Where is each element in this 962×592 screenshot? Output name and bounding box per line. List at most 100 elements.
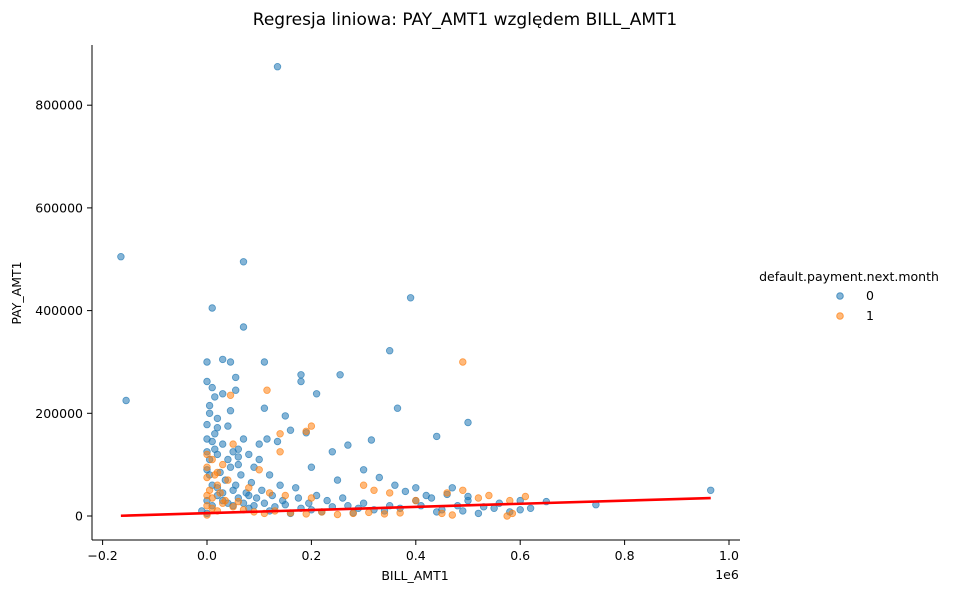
- plot-area: [117, 62, 715, 520]
- point-series-0-43: [375, 473, 383, 482]
- point-series-0-143: [464, 492, 472, 501]
- point-series-0-47: [448, 484, 456, 492]
- point-series-0-46: [412, 484, 420, 492]
- point-series-0-4: [208, 304, 216, 312]
- point-series-1-1: [263, 386, 271, 394]
- point-series-0-11: [260, 358, 269, 366]
- point-series-0-128: [250, 502, 258, 510]
- legend: default.payment.next.month 0 1: [759, 269, 939, 323]
- x-axis-offset-label: 1e6: [715, 567, 739, 582]
- point-series-1-2: [226, 391, 235, 399]
- series-1-points: [203, 358, 530, 520]
- point-series-1-29: [503, 512, 511, 520]
- point-series-1-9: [218, 460, 227, 469]
- point-series-0-99: [237, 471, 245, 479]
- point-series-0-15: [231, 373, 240, 382]
- point-series-0-42: [359, 466, 368, 474]
- point-series-1-31: [438, 509, 446, 518]
- legend-title: default.payment.next.month: [759, 269, 939, 284]
- point-series-0-131: [281, 501, 289, 509]
- point-series-1-20: [386, 489, 394, 497]
- point-series-0-41: [307, 463, 316, 471]
- point-series-0-62: [292, 484, 300, 492]
- point-series-0-10: [226, 358, 235, 366]
- point-series-0-137: [213, 450, 222, 459]
- point-series-0-26: [281, 412, 289, 420]
- point-series-0-97: [226, 463, 235, 471]
- point-series-0-21: [312, 390, 321, 398]
- point-series-1-12: [213, 481, 222, 489]
- chart-title: Regresja liniowa: PAY_AMT1 względem BILL…: [253, 10, 677, 30]
- point-series-0-0: [273, 62, 282, 71]
- x-tick-label-5: 0.8: [615, 548, 635, 563]
- point-series-0-141: [427, 494, 436, 502]
- point-series-0-106: [294, 494, 303, 502]
- point-series-1-23: [459, 486, 467, 494]
- point-series-1-59: [213, 468, 222, 477]
- point-series-0-71: [205, 401, 214, 410]
- point-series-0-28: [213, 424, 222, 432]
- point-series-1-5: [302, 427, 310, 435]
- y-axis-label: PAY_AMT1: [9, 261, 24, 324]
- point-series-1-22: [443, 489, 451, 497]
- x-tick-label-2: 0.2: [301, 548, 321, 563]
- point-series-0-89: [516, 506, 524, 514]
- point-series-0-3: [122, 396, 130, 405]
- point-series-0-7: [386, 347, 394, 355]
- point-series-1-47: [380, 510, 389, 518]
- point-series-1-45: [349, 509, 357, 518]
- point-series-0-102: [252, 494, 261, 502]
- legend-label-1: 1: [866, 308, 874, 323]
- point-series-1-0: [459, 358, 467, 366]
- point-series-0-19: [211, 393, 219, 401]
- point-series-0-64: [265, 471, 274, 479]
- point-series-0-34: [263, 435, 271, 443]
- y-axis-ticks: 0 200000 400000 600000 800000: [35, 98, 92, 524]
- point-series-0-13: [336, 371, 344, 379]
- point-series-1-30: [448, 511, 456, 519]
- point-series-1-25: [485, 491, 493, 500]
- point-series-0-37: [328, 448, 336, 456]
- x-tick-label-3: 0.4: [406, 548, 426, 563]
- point-series-0-27: [203, 420, 211, 429]
- point-series-0-118: [526, 504, 535, 512]
- point-series-0-69: [211, 430, 219, 438]
- point-series-1-3: [276, 430, 284, 438]
- x-axis-label: BILL_AMT1: [381, 568, 448, 583]
- point-series-1-51: [208, 494, 216, 502]
- point-series-1-10: [255, 466, 263, 474]
- point-series-1-53: [216, 489, 224, 497]
- point-series-1-42: [302, 510, 310, 518]
- point-series-1-54: [221, 496, 229, 505]
- point-series-1-16: [281, 491, 289, 500]
- point-series-0-54: [707, 486, 715, 494]
- point-series-0-129: [260, 499, 269, 507]
- point-series-0-8: [203, 358, 211, 366]
- point-series-1-4: [307, 422, 316, 430]
- point-series-0-2: [239, 258, 248, 266]
- point-series-0-63: [276, 481, 284, 489]
- point-series-1-48: [396, 509, 404, 517]
- point-series-0-29: [286, 426, 295, 434]
- point-series-0-9: [218, 355, 227, 364]
- point-series-0-6: [239, 323, 248, 331]
- point-series-0-18: [231, 386, 240, 394]
- point-series-1-8: [203, 450, 211, 459]
- point-series-1-15: [265, 489, 274, 497]
- point-series-1-7: [229, 440, 237, 448]
- point-series-0-31: [433, 432, 441, 441]
- y-tick-label-4: 800000: [35, 98, 83, 113]
- point-series-0-139: [234, 453, 242, 461]
- legend-marker-1: [836, 312, 844, 320]
- point-series-0-88: [474, 509, 483, 518]
- point-series-1-11: [203, 473, 211, 482]
- legend-marker-0: [836, 292, 844, 300]
- point-series-0-48: [401, 487, 410, 496]
- point-series-1-19: [370, 486, 378, 494]
- point-series-0-12: [297, 371, 305, 379]
- point-series-1-44: [333, 510, 342, 519]
- point-series-1-24: [474, 494, 483, 502]
- x-tick-label-4: 0.6: [510, 548, 530, 563]
- point-series-0-16: [203, 377, 211, 386]
- point-series-0-136: [208, 437, 216, 446]
